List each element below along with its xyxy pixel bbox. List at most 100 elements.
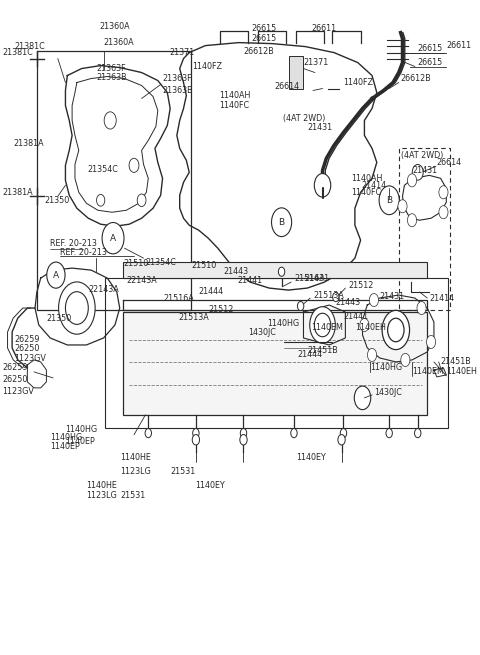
Circle shape	[333, 293, 339, 302]
Bar	[106, 278, 448, 428]
Text: 26611: 26611	[312, 24, 336, 33]
Text: 21381A: 21381A	[2, 188, 33, 196]
Circle shape	[137, 194, 146, 206]
Text: 21350: 21350	[47, 314, 72, 322]
Circle shape	[272, 208, 292, 236]
Text: 21381A: 21381A	[13, 139, 44, 147]
Text: 1140HG: 1140HG	[267, 319, 299, 328]
Circle shape	[398, 200, 407, 213]
Text: 1123LG: 1123LG	[120, 467, 150, 476]
Bar	[289, 56, 303, 89]
Text: 26250: 26250	[2, 375, 28, 384]
Text: 1140AH: 1140AH	[219, 91, 251, 100]
Circle shape	[47, 262, 65, 288]
Text: 26612B: 26612B	[401, 74, 432, 83]
Circle shape	[291, 428, 297, 438]
Text: 21444: 21444	[298, 350, 323, 360]
Circle shape	[408, 214, 417, 227]
Text: 26615: 26615	[251, 34, 276, 43]
Text: REF. 20-213: REF. 20-213	[50, 239, 97, 248]
Text: 1123GV: 1123GV	[14, 354, 46, 364]
Text: 1140EP: 1140EP	[50, 442, 80, 451]
Text: 21414: 21414	[362, 181, 387, 189]
Circle shape	[408, 174, 417, 187]
Text: 1430JC: 1430JC	[249, 328, 276, 337]
Text: 21371: 21371	[170, 48, 195, 58]
Text: 1123LG: 1123LG	[86, 491, 118, 500]
Text: 21354C: 21354C	[145, 257, 176, 267]
Circle shape	[379, 186, 399, 215]
Text: 21414: 21414	[429, 293, 454, 303]
Text: 21443: 21443	[336, 297, 361, 307]
Text: 21431: 21431	[307, 123, 332, 132]
Circle shape	[104, 112, 116, 129]
Text: 21431: 21431	[380, 291, 405, 301]
Circle shape	[298, 301, 304, 310]
Text: 21363F: 21363F	[163, 74, 192, 83]
Text: 21441: 21441	[344, 312, 369, 320]
Text: 26612B: 26612B	[243, 47, 274, 56]
Circle shape	[439, 206, 448, 219]
Text: 21431: 21431	[412, 166, 437, 175]
Text: A: A	[53, 271, 59, 280]
Text: 1140EY: 1140EY	[296, 453, 325, 462]
Text: (4AT 2WD): (4AT 2WD)	[401, 151, 443, 160]
Circle shape	[386, 428, 392, 438]
Text: 21451B: 21451B	[441, 358, 471, 366]
Text: 1430JC: 1430JC	[374, 388, 402, 398]
Text: REF. 20-213: REF. 20-213	[60, 248, 107, 257]
Text: 26259: 26259	[14, 335, 40, 344]
Circle shape	[354, 386, 371, 409]
Circle shape	[338, 434, 345, 445]
Text: 1140FC: 1140FC	[219, 101, 249, 110]
Text: 21531: 21531	[170, 467, 195, 476]
Circle shape	[314, 174, 331, 197]
Text: 1140EM: 1140EM	[312, 323, 343, 332]
Circle shape	[417, 301, 426, 314]
Polygon shape	[122, 312, 427, 415]
Text: 1140FZ: 1140FZ	[344, 78, 373, 87]
Circle shape	[310, 307, 336, 343]
Text: 21371: 21371	[303, 58, 329, 67]
Text: 1140FZ: 1140FZ	[192, 62, 223, 71]
Text: 21363F: 21363F	[96, 64, 126, 73]
Text: 26259: 26259	[2, 364, 28, 373]
Text: 22143A: 22143A	[126, 276, 157, 285]
Circle shape	[360, 318, 369, 331]
Text: 26611: 26611	[446, 41, 471, 50]
Circle shape	[59, 282, 95, 334]
Text: 1140HG: 1140HG	[50, 433, 82, 442]
Circle shape	[401, 354, 410, 366]
Circle shape	[65, 291, 88, 324]
Circle shape	[240, 428, 247, 438]
Text: 21451B: 21451B	[308, 346, 338, 355]
Text: (4AT 2WD): (4AT 2WD)	[283, 114, 325, 123]
Text: 26614: 26614	[274, 83, 299, 92]
Text: 21531: 21531	[120, 491, 146, 500]
Text: 21516A: 21516A	[163, 293, 194, 303]
Text: B: B	[386, 196, 392, 205]
Text: 21443: 21443	[224, 267, 249, 276]
Text: A: A	[110, 234, 116, 243]
Text: 21363B: 21363B	[96, 73, 127, 83]
Text: 21360A: 21360A	[104, 38, 134, 47]
Text: 1123GV: 1123GV	[2, 387, 35, 396]
Text: 21510: 21510	[191, 261, 216, 270]
Text: 1140AH: 1140AH	[351, 174, 383, 183]
Text: 21363B: 21363B	[163, 86, 193, 95]
Text: 1140FC: 1140FC	[351, 188, 381, 196]
Circle shape	[145, 428, 152, 438]
Text: 1140EM: 1140EM	[412, 367, 444, 377]
Bar	[37, 50, 191, 310]
Circle shape	[192, 434, 200, 445]
Circle shape	[427, 335, 436, 348]
Text: 26615: 26615	[251, 24, 276, 33]
Text: 26250: 26250	[14, 344, 40, 353]
Text: 21444: 21444	[198, 287, 223, 296]
Text: 21354C: 21354C	[87, 165, 119, 174]
Circle shape	[415, 428, 421, 438]
Text: 1140EY: 1140EY	[195, 481, 225, 490]
Circle shape	[340, 428, 347, 438]
Circle shape	[129, 159, 139, 172]
Circle shape	[388, 318, 404, 342]
